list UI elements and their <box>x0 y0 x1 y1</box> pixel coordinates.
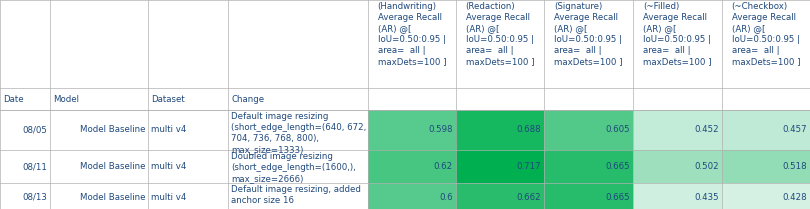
Bar <box>722 110 810 150</box>
Text: 08/05: 08/05 <box>22 125 47 135</box>
Text: Model: Model <box>53 94 79 103</box>
Bar <box>544 110 633 150</box>
Text: 0.452: 0.452 <box>694 125 719 135</box>
Text: 0.428: 0.428 <box>782 192 807 201</box>
Text: Dataset: Dataset <box>151 94 185 103</box>
Text: (~Filled)
Average Recall
(AR) @[
IoU=0.50:0.95 |
area=  all |
maxDets=100 ]: (~Filled) Average Recall (AR) @[ IoU=0.5… <box>643 2 712 66</box>
Text: 0.665: 0.665 <box>605 192 630 201</box>
Text: (Signature)
Average Recall
(AR) @[
IoU=0.50:0.95 |
area=  all |
maxDets=100 ]: (Signature) Average Recall (AR) @[ IoU=0… <box>554 2 623 66</box>
Bar <box>368 183 456 209</box>
Bar <box>456 150 544 183</box>
Text: 0.717: 0.717 <box>517 162 541 171</box>
Text: 0.518: 0.518 <box>782 162 807 171</box>
Bar <box>722 183 810 209</box>
Text: 0.457: 0.457 <box>782 125 807 135</box>
Bar <box>633 183 722 209</box>
Bar <box>0 150 810 183</box>
Bar <box>368 150 456 183</box>
Bar <box>544 183 633 209</box>
Text: 0.688: 0.688 <box>517 125 541 135</box>
Text: Model Baseline: Model Baseline <box>79 192 145 201</box>
Text: multi v4: multi v4 <box>151 192 186 201</box>
Bar <box>456 183 544 209</box>
Bar <box>544 150 633 183</box>
Text: Model Baseline: Model Baseline <box>79 162 145 171</box>
Bar <box>0 88 810 110</box>
Text: multi v4: multi v4 <box>151 162 186 171</box>
Text: 0.665: 0.665 <box>605 162 630 171</box>
Bar <box>633 110 722 150</box>
Bar <box>0 183 810 209</box>
Text: Default image resizing, added
anchor size 16: Default image resizing, added anchor siz… <box>231 185 361 205</box>
Text: Doubled image resizing
(short_edge_length=(1600,),
max_size=2666): Doubled image resizing (short_edge_lengt… <box>231 152 356 183</box>
Text: 0.62: 0.62 <box>434 162 453 171</box>
Bar <box>0 110 810 150</box>
Text: Default image resizing
(short_edge_length=(640, 672,
704, 736, 768, 800),
max_si: Default image resizing (short_edge_lengt… <box>231 112 366 154</box>
Bar <box>368 110 456 150</box>
Bar <box>633 150 722 183</box>
Text: Change: Change <box>231 94 264 103</box>
Bar <box>456 110 544 150</box>
Text: (Handwriting)
Average Recall
(AR) @[
IoU=0.50:0.95 |
area=  all |
maxDets=100 ]: (Handwriting) Average Recall (AR) @[ IoU… <box>377 2 446 66</box>
Text: 0.6: 0.6 <box>439 192 453 201</box>
Text: 0.605: 0.605 <box>605 125 630 135</box>
Text: 0.502: 0.502 <box>694 162 719 171</box>
Bar <box>722 150 810 183</box>
Bar <box>0 0 810 88</box>
Text: 0.598: 0.598 <box>428 125 453 135</box>
Text: 0.435: 0.435 <box>694 192 719 201</box>
Text: 0.662: 0.662 <box>517 192 541 201</box>
Text: 08/13: 08/13 <box>22 192 47 201</box>
Text: Model Baseline: Model Baseline <box>79 125 145 135</box>
Text: 08/11: 08/11 <box>22 162 47 171</box>
Text: multi v4: multi v4 <box>151 125 186 135</box>
Text: Date: Date <box>3 94 23 103</box>
Text: (Redaction)
Average Recall
(AR) @[
IoU=0.50:0.95 |
area=  all |
maxDets=100 ]: (Redaction) Average Recall (AR) @[ IoU=0… <box>466 2 535 66</box>
Text: (~Checkbox)
Average Recall
(AR) @[
IoU=0.50:0.95 |
area=  all |
maxDets=100 ]: (~Checkbox) Average Recall (AR) @[ IoU=0… <box>731 2 800 66</box>
